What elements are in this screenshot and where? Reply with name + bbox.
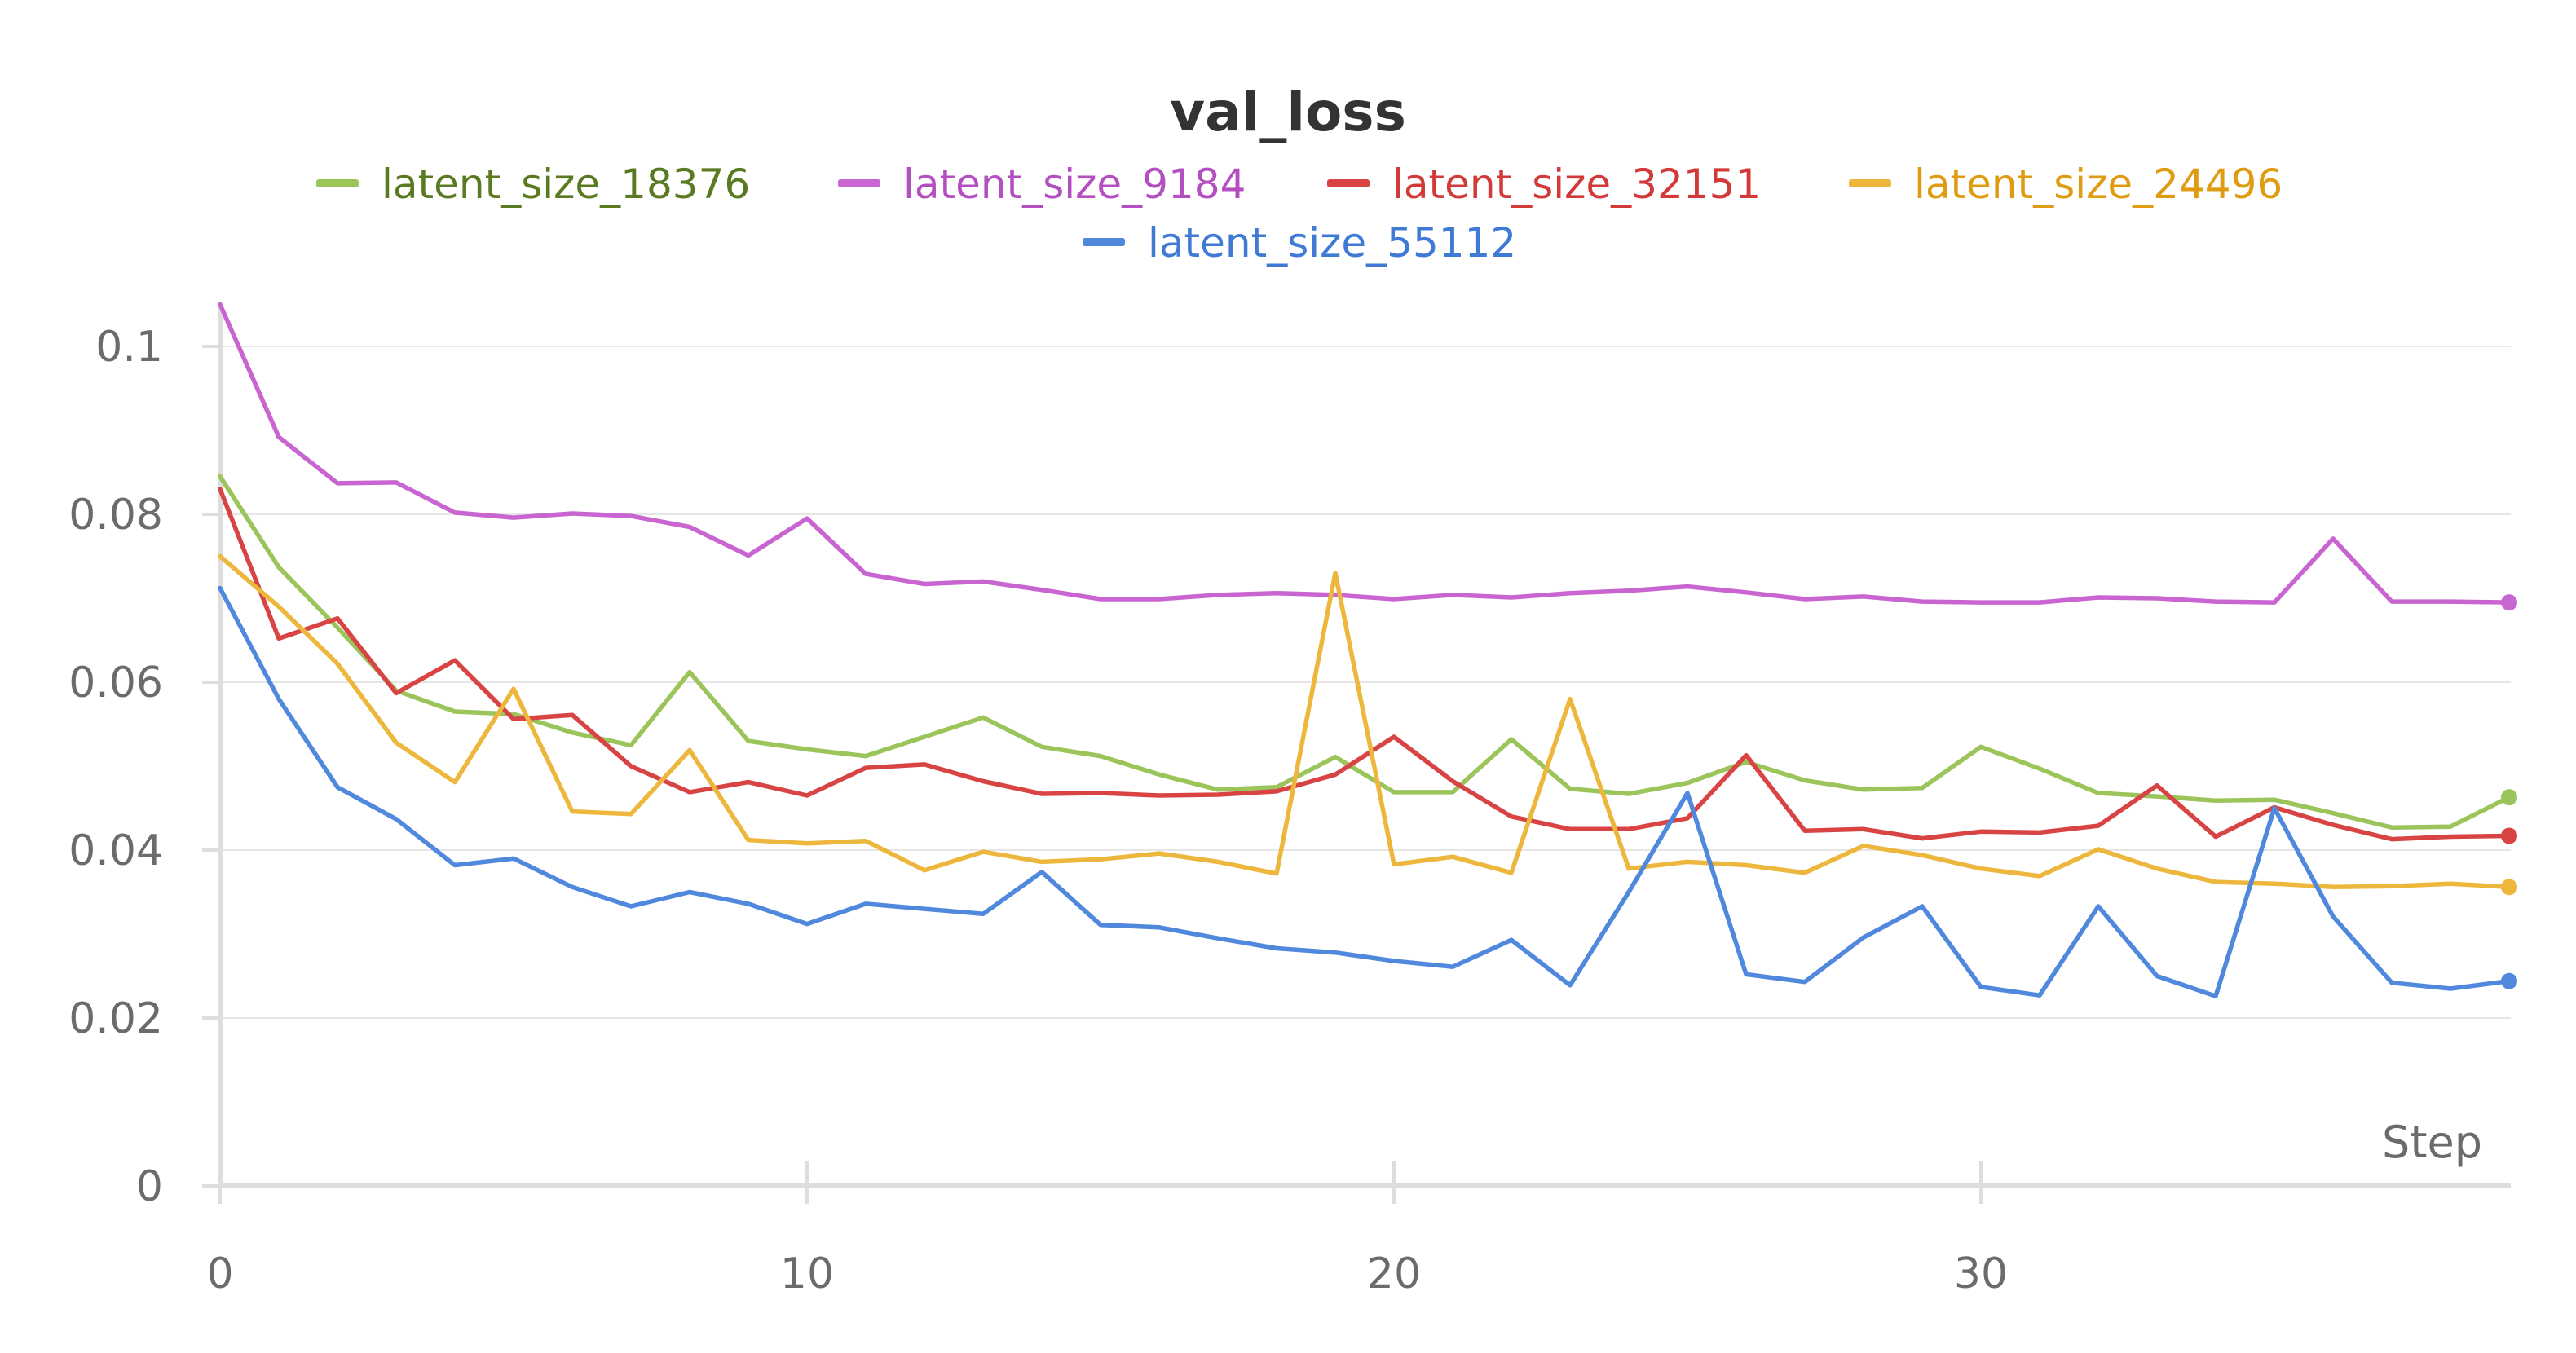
series-end-point[interactable] [2501,879,2517,896]
series-line[interactable] [218,585,2512,998]
legend-item-latent_size_24496[interactable]: latent_size_24496 [1849,161,2283,208]
legend-swatch [838,179,880,187]
legend-swatch [1849,179,1891,187]
y-tick-label: 0.02 [68,994,163,1043]
series-latent_size_24496 [218,553,2517,896]
legend-swatch [1083,238,1125,246]
legend-item-latent_size_55112[interactable]: latent_size_55112 [1083,219,1516,267]
legend-item-latent_size_18376[interactable]: latent_size_18376 [316,161,750,208]
y-tick-label: 0.08 [68,491,163,540]
legend-item-latent_size_9184[interactable]: latent_size_9184 [838,161,1246,208]
series-line[interactable] [218,302,2512,605]
y-tick-label: 0.1 [95,323,163,372]
series-latent_size_18376 [218,474,2517,830]
series-line[interactable] [218,487,2512,842]
grid [220,346,2511,1019]
legend-swatch [316,179,359,187]
legend: latent_size_18376 latent_size_9184 latent_… [316,161,2283,267]
y-tick-label: 0.06 [68,659,163,707]
legend-label: latent_size_9184 [903,161,1246,208]
series-end-point[interactable] [2501,594,2517,611]
legend-item-latent_size_32151[interactable]: latent_size_32151 [1327,161,1761,208]
x-axis-label: Step [2382,1117,2482,1168]
legend-label: latent_size_24496 [1914,161,2283,208]
legend-swatch [1327,179,1370,187]
series-latent_size_32151 [218,487,2517,844]
series-group [218,302,2517,998]
legend-label: latent_size_32151 [1392,161,1761,208]
series-end-point[interactable] [2501,789,2517,806]
series-latent_size_55112 [218,585,2517,998]
series-line[interactable] [218,474,2512,830]
y-tick-label: 0.04 [68,826,163,875]
x-tick-label: 30 [1954,1249,2008,1298]
x-tick-label: 20 [1367,1249,1421,1298]
series-latent_size_9184 [218,302,2517,611]
series-end-point[interactable] [2501,827,2517,844]
y-tick-label: 0 [136,1162,163,1211]
series-line[interactable] [218,553,2512,890]
chart-title: val_loss [1170,81,1406,143]
axes: 0 0.02 0.04 0.06 0.08 0.1 0 10 20 30 [68,302,2511,1298]
x-tick-label: 10 [780,1249,834,1298]
x-axis-ticks: 0 10 20 30 [206,1161,2008,1298]
x-tick-label: 0 [206,1249,233,1298]
y-axis-ticks: 0 0.02 0.04 0.06 0.08 0.1 [68,323,220,1211]
legend-label: latent_size_55112 [1148,219,1516,267]
legend-label: latent_size_18376 [382,161,750,208]
series-end-point[interactable] [2501,972,2517,989]
